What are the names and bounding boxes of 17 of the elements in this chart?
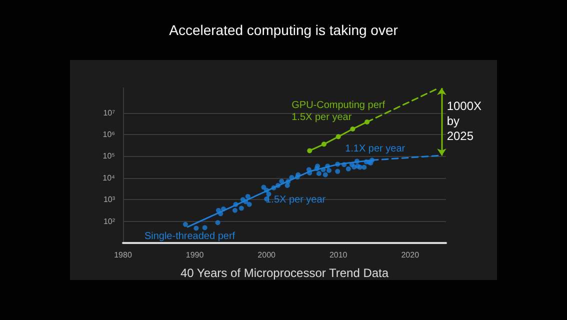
series-label: Single-threaded perf: [144, 230, 236, 242]
annotation: 1000X by 2025: [446, 99, 482, 143]
series-label: 1.1X per year: [345, 144, 406, 155]
y-tick-label: 10⁵: [102, 152, 115, 161]
x-tick-label: 2000: [258, 250, 276, 260]
y-tick-label: 10³: [103, 195, 116, 204]
chart-title: Accelerated computing is taking over: [169, 22, 398, 38]
x-tick-label: 2010: [329, 250, 348, 260]
y-tick-label: 10⁶: [102, 130, 115, 140]
y-tick-label: 10⁴: [102, 173, 116, 182]
x-tick-label: 2020: [401, 250, 420, 260]
series-label: GPU-Computing perf 1.5X per year: [292, 100, 386, 124]
x-tick-label: 1980: [114, 250, 132, 260]
x-axis-title: 40 Years of Microprocessor Trend Data: [180, 266, 389, 280]
x-tick-label: 1990: [186, 250, 204, 260]
y-tick-label: 10⁷: [103, 108, 116, 118]
y-tick-label: 10²: [103, 216, 116, 226]
